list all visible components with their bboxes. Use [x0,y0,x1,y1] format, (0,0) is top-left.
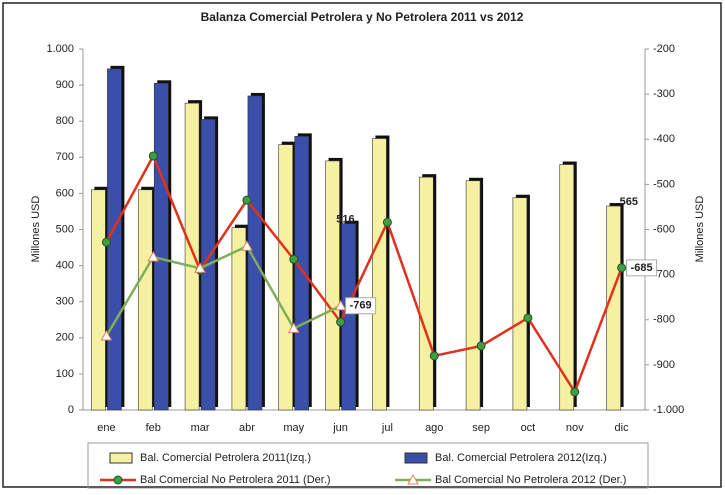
legend-swatch [404,452,428,464]
legend-label: Bal Comercial No Petrolera 2011 (Der.) [140,474,331,486]
x-tick-label: may [283,422,304,434]
legend-label: Bal Comercial No Petrolera 2012 (Der.) [435,474,626,486]
marker [617,263,627,273]
y-tick-label: 900 [56,79,74,91]
marker [336,317,346,327]
legend-marker [113,475,123,485]
x-tick-label: jun [332,422,348,434]
bar [559,164,575,411]
y-tick-label: 400 [56,260,74,272]
marker [242,195,252,205]
y-tick-label: 100 [56,368,74,380]
data-label: 565 [620,196,638,208]
data-label: -685 [631,262,653,274]
y-tick-label: 500 [56,223,74,235]
line [105,153,623,395]
bar [184,102,200,411]
y2-tick-label: -800 [653,314,675,326]
marker [101,237,111,247]
legend-marker [407,473,419,485]
marker [523,313,533,323]
x-tick-label: feb [146,422,161,434]
marker [476,341,486,351]
bar [418,176,434,411]
marker [382,217,392,227]
data-label: -769 [350,300,372,312]
y-tick-label: 700 [56,151,74,163]
legend-box [87,442,649,489]
y2-tick-label: -400 [653,133,675,145]
x-tick-label: nov [566,422,584,434]
x-tick-label: ago [425,422,443,434]
bar [231,227,247,411]
legend-swatch [109,452,133,464]
data-label: 516 [336,214,354,226]
y2-tick-label: -300 [653,88,675,100]
x-tick-label: abr [239,422,255,434]
marker [194,262,206,273]
marker [289,254,299,264]
bar [341,223,356,411]
bar [606,205,621,411]
marker [147,250,160,262]
marker [148,151,158,161]
data-label-box [345,297,377,315]
y2-axis-label: Millones USD [694,196,706,263]
marker [334,299,347,311]
bar [294,136,310,411]
x-tick-label: oct [521,422,536,434]
y2-tick-label: -900 [653,359,675,371]
y-tick-label: 800 [56,115,74,127]
x-tick-label: sep [472,422,490,434]
y-tick-label: 200 [56,332,74,344]
y-tick-label: 300 [56,296,74,308]
y-tick-label: 0 [68,404,74,416]
x-tick-label: mar [191,422,210,434]
bar [153,82,169,411]
y2-tick-label: -500 [653,178,675,190]
y-tick-label: 1.000 [46,43,74,55]
bar [91,189,106,411]
bar [247,95,263,411]
line [105,244,342,337]
y2-tick-label: -700 [653,269,675,281]
data-label-box [626,259,658,277]
legend-label: Bal. Comercial Petrolera 2011(Izq.) [140,452,311,464]
y-axis-label: Millones USD [30,196,42,263]
marker [287,322,300,333]
x-tick-label: ene [97,422,115,434]
marker [429,351,439,361]
y2-tick-label: -200 [653,43,675,55]
bar [137,189,153,411]
marker [100,329,113,341]
marker [241,240,253,251]
bar [278,144,294,411]
bar [465,180,481,411]
bar [512,197,528,411]
legend-label: Bal. Comercial Petrolera 2012(Izq.) [435,452,607,464]
y-tick-label: 600 [56,187,74,199]
bar [325,160,340,411]
y2-tick-label: -1.000 [653,404,684,416]
x-tick-label: jul [381,422,393,434]
bar [372,138,387,411]
marker [570,387,580,397]
chart-title: Balanza Comercial Petrolera y No Petrole… [201,10,524,24]
x-tick-label: dic [615,422,630,434]
y2-tick-label: -600 [653,223,675,235]
